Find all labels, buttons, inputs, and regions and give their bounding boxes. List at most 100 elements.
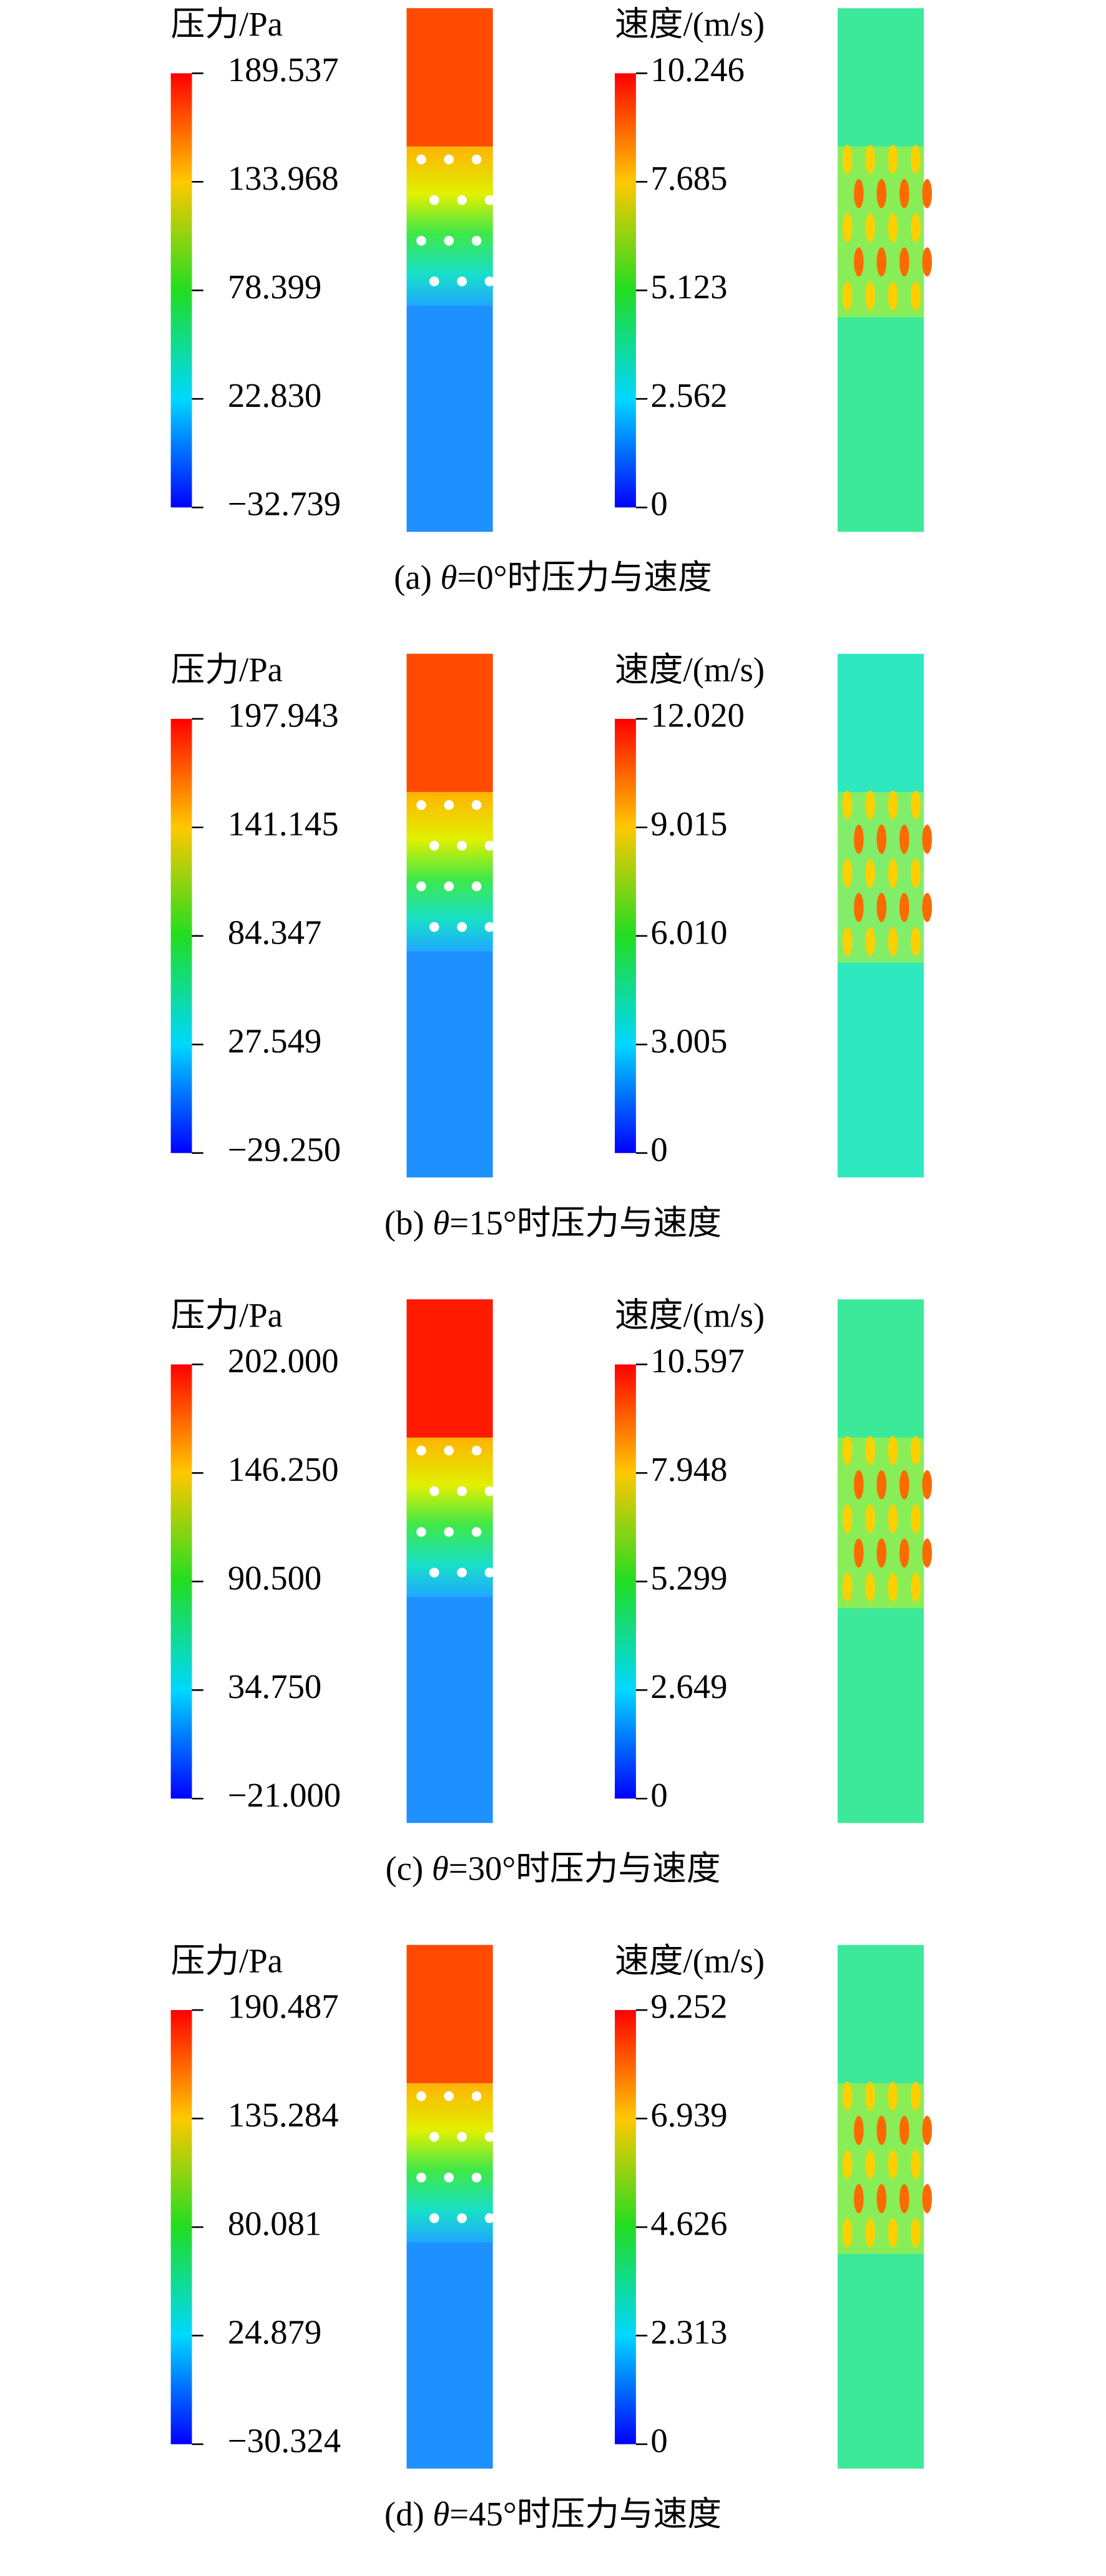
wake bbox=[911, 790, 921, 820]
colorbar-tick-label: 2.313 bbox=[650, 2313, 727, 2351]
wake bbox=[888, 213, 898, 243]
obstacle bbox=[471, 881, 482, 892]
pressure-field bbox=[406, 1299, 495, 1823]
caption-suffix: =30°时压力与速度 bbox=[449, 1849, 721, 1887]
wake bbox=[888, 2150, 898, 2180]
wake bbox=[876, 2183, 887, 2213]
wake bbox=[842, 927, 853, 957]
caption-prefix: (b) bbox=[384, 1204, 433, 1242]
colorbar-tick-label: 12.020 bbox=[650, 696, 744, 734]
colorbar-tick-label: 0 bbox=[650, 1776, 667, 1814]
panel: 压力/Pa 202.000 146.250 90.500 34.750 −21.000 速度… bbox=[171, 1296, 932, 1887]
wake bbox=[911, 1436, 921, 1466]
obstacle bbox=[416, 235, 426, 246]
field-band bbox=[406, 792, 493, 952]
obstacle bbox=[457, 276, 467, 286]
colorbar bbox=[615, 1364, 636, 1799]
caption-symbol: θ bbox=[441, 558, 458, 596]
colorbar-tick-label: 78.399 bbox=[228, 268, 321, 306]
obstacle bbox=[429, 1568, 439, 1578]
obstacle bbox=[416, 800, 426, 810]
colorbar-title: 速度/(m/s) bbox=[615, 1942, 765, 1980]
colorbar-tick-label: 90.500 bbox=[228, 1559, 321, 1597]
wake bbox=[888, 2081, 898, 2111]
panel: 压力/Pa 190.487 135.284 80.081 24.879 −30.324 速度… bbox=[171, 1942, 932, 2533]
colorbar-tick-label: 7.685 bbox=[650, 159, 727, 197]
wake bbox=[888, 2218, 898, 2248]
wake bbox=[899, 2115, 909, 2145]
wake bbox=[865, 1573, 875, 1602]
colorbar-title: 压力/Pa bbox=[171, 5, 283, 43]
wake bbox=[899, 247, 909, 277]
velocity-field bbox=[838, 1299, 932, 1823]
wake bbox=[922, 824, 932, 854]
wake bbox=[842, 790, 853, 820]
obstacle bbox=[429, 1486, 439, 1496]
field-top bbox=[406, 1299, 493, 1438]
obstacle bbox=[471, 154, 482, 165]
obstacle bbox=[444, 235, 454, 246]
colorbar-tick-label: 146.250 bbox=[228, 1450, 339, 1488]
obstacle bbox=[471, 1527, 482, 1537]
obstacle bbox=[471, 2091, 482, 2101]
wake bbox=[865, 2150, 875, 2180]
field-top bbox=[406, 8, 493, 147]
colorbar bbox=[170, 718, 192, 1153]
obstacle bbox=[484, 1568, 495, 1578]
obstacle bbox=[444, 2091, 454, 2101]
obstacle bbox=[429, 841, 439, 851]
wake bbox=[888, 145, 898, 174]
obstacle bbox=[416, 1445, 426, 1456]
wake bbox=[865, 1504, 875, 1534]
colorbar-tick-label: 3.005 bbox=[650, 1022, 727, 1060]
colorbar-tick-label: 141.145 bbox=[228, 804, 339, 842]
colorbar-tick-label: −30.324 bbox=[228, 2421, 341, 2459]
wake bbox=[842, 1436, 853, 1466]
wake bbox=[865, 790, 875, 820]
colorbar-tick-label: 5.299 bbox=[650, 1559, 727, 1597]
obstacle bbox=[484, 195, 495, 205]
wake bbox=[876, 824, 887, 854]
obstacle bbox=[457, 195, 467, 205]
wake bbox=[922, 1470, 932, 1500]
wake bbox=[876, 1538, 887, 1568]
wake bbox=[842, 2081, 853, 2111]
wake bbox=[842, 281, 853, 311]
wake bbox=[854, 178, 864, 208]
wake bbox=[899, 1470, 909, 1500]
caption-suffix: =45°时压力与速度 bbox=[449, 2495, 722, 2533]
wake bbox=[911, 2081, 921, 2111]
colorbar-title: 压力/Pa bbox=[171, 651, 283, 689]
obstacle bbox=[444, 881, 454, 892]
colorbar bbox=[170, 1364, 192, 1799]
colorbar-tick-label: 6.939 bbox=[650, 2096, 727, 2134]
wake bbox=[876, 2115, 887, 2145]
wake bbox=[842, 2150, 853, 2180]
wake bbox=[854, 2115, 864, 2145]
caption-symbol: θ bbox=[432, 1849, 449, 1887]
caption: (b) θ=15°时压力与速度 bbox=[384, 1204, 722, 1242]
obstacle bbox=[484, 841, 495, 851]
colorbar-tick-label: 133.968 bbox=[228, 159, 339, 197]
wake bbox=[922, 892, 932, 922]
colorbar-tick-label: 27.549 bbox=[228, 1022, 321, 1060]
wake bbox=[876, 1470, 887, 1500]
obstacle bbox=[416, 154, 426, 165]
wake bbox=[865, 145, 875, 174]
colorbar-tick-label: 7.948 bbox=[650, 1450, 727, 1488]
obstacle bbox=[457, 841, 467, 851]
pressure-field bbox=[406, 8, 495, 532]
wake bbox=[865, 2081, 875, 2111]
caption: (d) θ=45°时压力与速度 bbox=[384, 2495, 722, 2533]
wake bbox=[911, 281, 921, 311]
wake bbox=[876, 892, 887, 922]
field-top bbox=[406, 1944, 493, 2084]
obstacle bbox=[484, 2213, 495, 2223]
wake bbox=[911, 927, 921, 957]
obstacle bbox=[429, 2213, 439, 2223]
colorbar-tick-label: 10.597 bbox=[650, 1342, 744, 1380]
pressure-field bbox=[406, 1944, 495, 2469]
obstacle bbox=[457, 1486, 467, 1496]
wake bbox=[911, 145, 921, 174]
